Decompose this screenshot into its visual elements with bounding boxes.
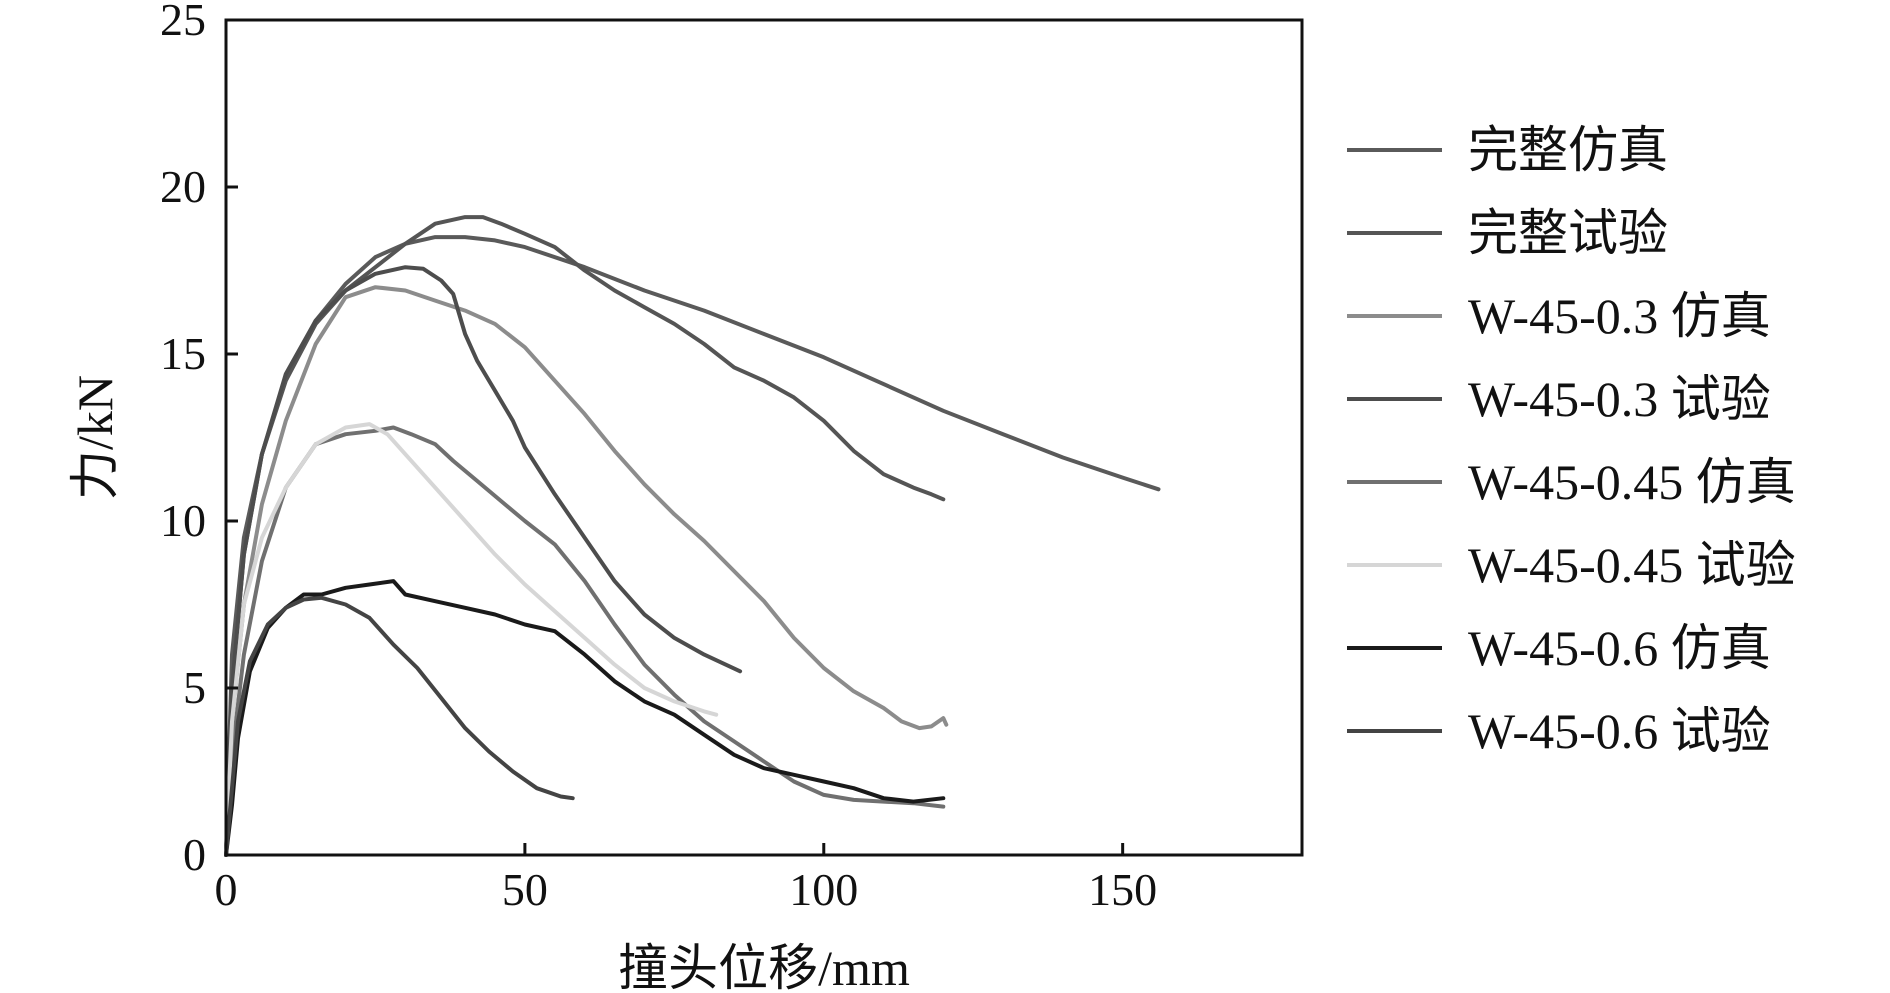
plot-area-frame [224, 18, 1304, 857]
axis-ticks: 0 50 100 150 0 5 10 15 20 25 [160, 0, 1157, 915]
y-tick-label: 15 [160, 328, 206, 379]
series-line [224, 579, 946, 857]
series-line [224, 595, 575, 857]
legend-label: W-45-0.3 试验 [1468, 371, 1771, 427]
x-tick-label: 150 [1088, 864, 1157, 915]
y-tick-label: 0 [183, 829, 206, 880]
x-axis-title: 撞头位移/mm [618, 940, 910, 993]
legend-label: 完整仿真 [1468, 122, 1668, 178]
series-layer [224, 215, 1161, 857]
legend-label: 完整试验 [1468, 205, 1668, 261]
series-line [224, 425, 946, 857]
x-tick-label: 100 [789, 864, 858, 915]
series-line [224, 265, 743, 857]
x-tick-label: 0 [215, 864, 238, 915]
legend-label: W-45-0.45 仿真 [1468, 454, 1796, 510]
y-tick-label: 5 [183, 662, 206, 713]
y-tick-label: 25 [160, 0, 206, 45]
legend-label: W-45-0.45 试验 [1468, 537, 1796, 593]
legend-label: W-45-0.3 仿真 [1468, 288, 1771, 344]
legend-label: W-45-0.6 试验 [1468, 703, 1771, 759]
series-line [224, 235, 1161, 857]
legend-label: W-45-0.6 仿真 [1468, 620, 1771, 676]
series-line [224, 422, 719, 857]
y-tick-label: 10 [160, 495, 206, 546]
series-line [224, 215, 946, 857]
y-axis-title: 力/kN [67, 375, 123, 500]
y-tick-label: 20 [160, 161, 206, 212]
x-tick-label: 50 [502, 864, 548, 915]
series-line [224, 285, 949, 857]
